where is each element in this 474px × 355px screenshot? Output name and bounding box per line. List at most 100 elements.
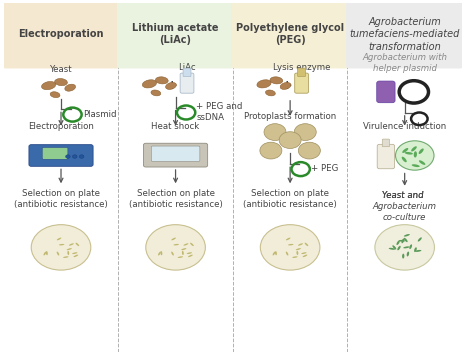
FancyBboxPatch shape	[117, 0, 234, 69]
Ellipse shape	[57, 252, 59, 256]
Text: Selection on plate
(antibiotic resistance): Selection on plate (antibiotic resistanc…	[14, 189, 108, 209]
Text: Plasmid: Plasmid	[83, 110, 117, 119]
Text: Selection on plate
(antibiotic resistance): Selection on plate (antibiotic resistanc…	[129, 189, 222, 209]
FancyBboxPatch shape	[346, 0, 463, 69]
Ellipse shape	[389, 248, 395, 250]
Ellipse shape	[404, 238, 408, 242]
Text: Lysis enzyme: Lysis enzyme	[273, 62, 330, 72]
Ellipse shape	[142, 80, 156, 88]
Ellipse shape	[392, 245, 396, 250]
Circle shape	[79, 155, 84, 158]
Text: Electroporation: Electroporation	[28, 122, 94, 131]
Text: Selection on plate
(antibiotic resistance): Selection on plate (antibiotic resistanc…	[243, 189, 337, 209]
Ellipse shape	[257, 80, 271, 88]
Ellipse shape	[397, 246, 401, 250]
Ellipse shape	[402, 148, 408, 153]
Text: Lithium acetate
(LiAc): Lithium acetate (LiAc)	[132, 23, 219, 45]
Ellipse shape	[301, 252, 307, 254]
FancyBboxPatch shape	[2, 0, 119, 69]
Circle shape	[264, 124, 286, 141]
FancyBboxPatch shape	[295, 73, 309, 93]
Ellipse shape	[296, 251, 298, 255]
FancyBboxPatch shape	[144, 143, 208, 167]
Ellipse shape	[409, 244, 412, 249]
Ellipse shape	[396, 240, 400, 245]
Ellipse shape	[275, 251, 277, 255]
FancyBboxPatch shape	[377, 81, 395, 103]
Ellipse shape	[72, 252, 77, 254]
Ellipse shape	[187, 252, 192, 254]
Ellipse shape	[151, 90, 161, 96]
Ellipse shape	[412, 164, 419, 167]
Ellipse shape	[414, 151, 417, 158]
Ellipse shape	[173, 244, 179, 245]
Circle shape	[294, 124, 316, 141]
FancyBboxPatch shape	[382, 139, 390, 147]
FancyBboxPatch shape	[151, 146, 200, 162]
Ellipse shape	[155, 77, 168, 84]
Ellipse shape	[171, 252, 174, 256]
Text: Agrobacterium
tumefaciens-mediated
transformation: Agrobacterium tumefaciens-mediated trans…	[349, 17, 460, 51]
Ellipse shape	[402, 254, 404, 258]
Ellipse shape	[404, 234, 410, 236]
Ellipse shape	[73, 255, 78, 257]
Ellipse shape	[46, 251, 48, 255]
Ellipse shape	[178, 256, 183, 258]
Ellipse shape	[407, 252, 409, 256]
Text: + PEG and
ssDNA: + PEG and ssDNA	[196, 102, 243, 122]
Ellipse shape	[188, 255, 193, 257]
FancyBboxPatch shape	[231, 0, 349, 69]
Circle shape	[375, 225, 435, 270]
FancyBboxPatch shape	[377, 144, 394, 169]
Circle shape	[279, 132, 301, 148]
Ellipse shape	[75, 243, 79, 246]
Ellipse shape	[405, 152, 413, 154]
Ellipse shape	[44, 252, 46, 256]
Ellipse shape	[286, 237, 291, 240]
Ellipse shape	[411, 146, 417, 152]
Ellipse shape	[183, 243, 188, 246]
FancyBboxPatch shape	[29, 144, 93, 166]
Ellipse shape	[181, 248, 186, 250]
Circle shape	[73, 155, 77, 158]
Ellipse shape	[415, 250, 421, 252]
Ellipse shape	[418, 237, 422, 241]
Circle shape	[146, 225, 205, 270]
Text: Heat shock: Heat shock	[151, 122, 200, 131]
Text: Yeast and: Yeast and	[383, 191, 427, 200]
Ellipse shape	[59, 244, 64, 245]
FancyBboxPatch shape	[42, 147, 68, 159]
Text: +: +	[281, 79, 292, 92]
Text: Virulence induction: Virulence induction	[363, 122, 447, 131]
FancyBboxPatch shape	[183, 68, 191, 77]
Ellipse shape	[298, 243, 303, 246]
Circle shape	[395, 141, 434, 170]
Text: Protoplasts formation: Protoplasts formation	[244, 112, 336, 121]
Ellipse shape	[305, 243, 308, 246]
Text: Yeast and 
Agrobacterium
co-culture: Yeast and Agrobacterium co-culture	[373, 191, 437, 222]
Ellipse shape	[414, 247, 417, 252]
Text: Agrobacterium with
helper plasmid: Agrobacterium with helper plasmid	[362, 53, 447, 73]
Ellipse shape	[50, 92, 60, 98]
Ellipse shape	[399, 240, 405, 242]
Text: LiAc: LiAc	[178, 62, 196, 72]
Ellipse shape	[273, 252, 275, 256]
Text: + PEG: + PEG	[311, 164, 338, 173]
Ellipse shape	[286, 252, 288, 256]
Ellipse shape	[63, 256, 69, 258]
Ellipse shape	[65, 84, 75, 91]
Ellipse shape	[302, 255, 307, 257]
Ellipse shape	[67, 248, 72, 250]
Ellipse shape	[292, 256, 298, 258]
Ellipse shape	[69, 243, 74, 246]
Circle shape	[31, 225, 91, 270]
FancyBboxPatch shape	[298, 68, 306, 77]
FancyBboxPatch shape	[180, 73, 194, 93]
Ellipse shape	[182, 251, 184, 255]
Ellipse shape	[401, 157, 407, 162]
Ellipse shape	[57, 237, 61, 240]
Ellipse shape	[296, 248, 301, 250]
Ellipse shape	[158, 252, 161, 256]
Ellipse shape	[55, 78, 67, 86]
Ellipse shape	[280, 82, 291, 89]
